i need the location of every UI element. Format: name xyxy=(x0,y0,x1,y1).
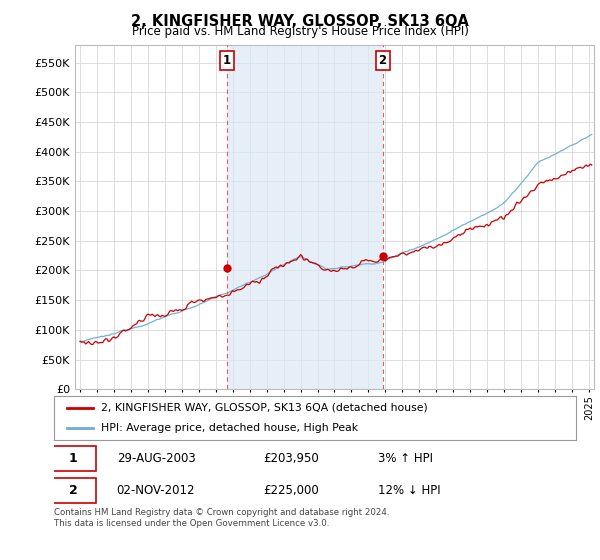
Text: 3% ↑ HPI: 3% ↑ HPI xyxy=(377,452,433,465)
Text: 2: 2 xyxy=(379,54,387,67)
Text: 12% ↓ HPI: 12% ↓ HPI xyxy=(377,484,440,497)
Text: 1: 1 xyxy=(223,54,231,67)
Text: 2: 2 xyxy=(69,484,77,497)
Text: HPI: Average price, detached house, High Peak: HPI: Average price, detached house, High… xyxy=(101,423,358,433)
Text: 2, KINGFISHER WAY, GLOSSOP, SK13 6QA (detached house): 2, KINGFISHER WAY, GLOSSOP, SK13 6QA (de… xyxy=(101,403,428,413)
Text: 1: 1 xyxy=(69,452,77,465)
Text: Price paid vs. HM Land Registry's House Price Index (HPI): Price paid vs. HM Land Registry's House … xyxy=(131,25,469,38)
Text: Contains HM Land Registry data © Crown copyright and database right 2024.
This d: Contains HM Land Registry data © Crown c… xyxy=(54,508,389,528)
Text: £225,000: £225,000 xyxy=(263,484,319,497)
Text: £203,950: £203,950 xyxy=(263,452,319,465)
FancyBboxPatch shape xyxy=(52,478,96,503)
Text: 02-NOV-2012: 02-NOV-2012 xyxy=(116,484,195,497)
Text: 29-AUG-2003: 29-AUG-2003 xyxy=(116,452,196,465)
Bar xyxy=(227,45,383,389)
Text: 2, KINGFISHER WAY, GLOSSOP, SK13 6QA: 2, KINGFISHER WAY, GLOSSOP, SK13 6QA xyxy=(131,14,469,29)
FancyBboxPatch shape xyxy=(52,446,96,471)
